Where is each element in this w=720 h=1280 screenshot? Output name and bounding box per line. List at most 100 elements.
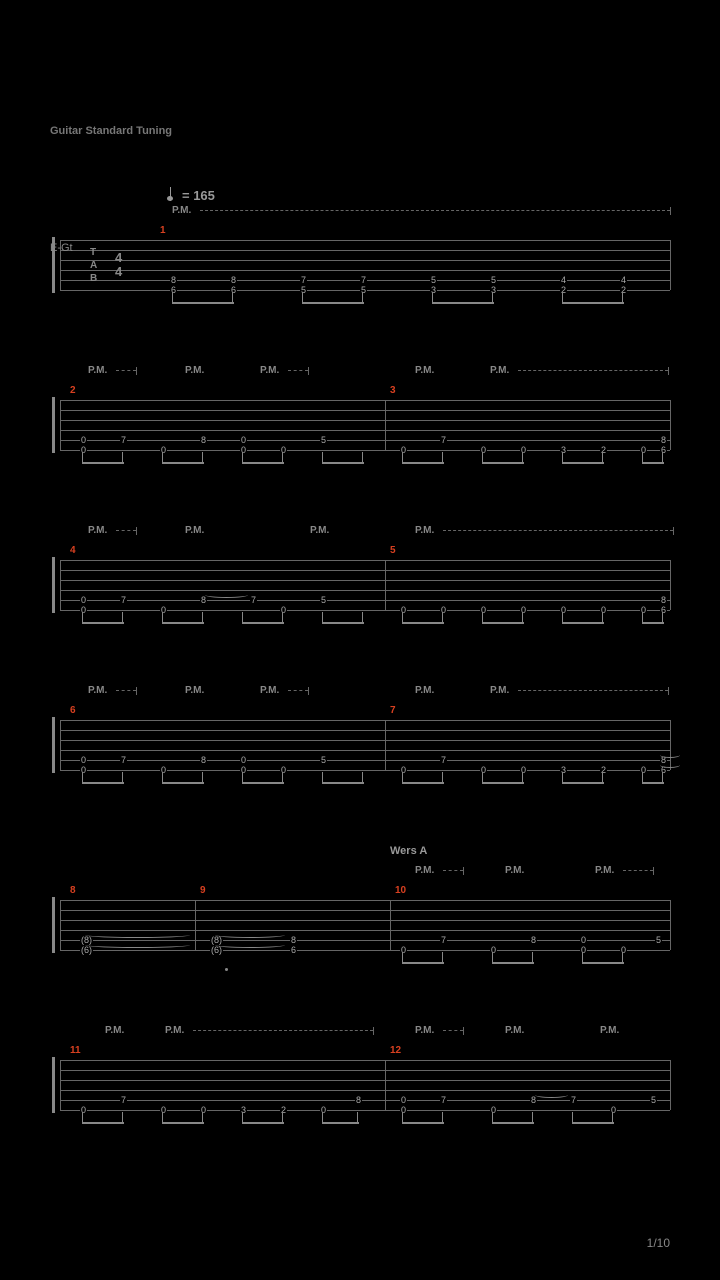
stem	[482, 772, 483, 782]
stem	[492, 292, 493, 302]
palm-mute-dash	[443, 1030, 463, 1031]
beam	[642, 462, 664, 464]
fret-number: 7	[120, 436, 127, 445]
measure-number: 12	[390, 1045, 401, 1056]
stem	[662, 612, 663, 622]
fret-number: 7	[440, 436, 447, 445]
palm-mute-label: P.M.	[88, 525, 107, 536]
beam	[162, 782, 204, 784]
fret-number: 5	[320, 596, 327, 605]
stem	[402, 1112, 403, 1122]
barline	[670, 900, 671, 950]
stem	[602, 772, 603, 782]
stem	[282, 612, 283, 622]
tab-staff	[60, 1060, 670, 1110]
palm-mute-dash	[288, 370, 308, 371]
fret-number: 8	[660, 436, 667, 445]
stem	[562, 612, 563, 622]
palm-mute-dash	[193, 1030, 373, 1031]
beam	[82, 462, 124, 464]
stem	[442, 772, 443, 782]
beam	[432, 302, 494, 304]
stem	[612, 1112, 613, 1122]
measure-number: 8	[70, 885, 76, 896]
fret-number: 7	[120, 1096, 127, 1105]
beam	[322, 1122, 359, 1124]
beam	[562, 302, 624, 304]
stem	[522, 452, 523, 462]
beam	[402, 782, 444, 784]
page-title: Guitar Standard Tuning	[50, 125, 172, 137]
fret-number: 8	[200, 756, 207, 765]
barline	[385, 560, 386, 610]
time-sig-bottom: 4	[115, 266, 122, 278]
stem	[242, 612, 243, 622]
palm-mute-dash	[116, 690, 136, 691]
palm-mute-dash	[288, 690, 308, 691]
stem	[482, 452, 483, 462]
stem	[642, 452, 643, 462]
palm-mute-label: P.M.	[490, 685, 509, 696]
fret-number: 7	[360, 276, 367, 285]
beam	[402, 1122, 444, 1124]
stem	[532, 1112, 533, 1122]
palm-mute-label: P.M.	[415, 525, 434, 536]
stem	[362, 612, 363, 622]
palm-mute-dash	[200, 210, 670, 211]
stem	[522, 612, 523, 622]
stem	[322, 772, 323, 782]
fret-number: 0	[240, 436, 247, 445]
fret-number: 7	[440, 756, 447, 765]
beam	[82, 782, 124, 784]
beam	[642, 782, 664, 784]
stem	[122, 452, 123, 462]
barline	[670, 560, 671, 610]
stem	[122, 772, 123, 782]
fret-number: 0	[240, 756, 247, 765]
stem	[357, 1112, 358, 1122]
fret-number: 8	[200, 436, 207, 445]
tab-staff	[60, 400, 670, 450]
palm-mute-label: P.M.	[415, 865, 434, 876]
palm-mute-dash	[443, 870, 463, 871]
palm-mute-label: P.M.	[185, 685, 204, 696]
tab-letter: B	[90, 274, 97, 284]
fret-number: 8	[230, 276, 237, 285]
fret-number: 5	[430, 276, 437, 285]
fret-number: 8	[290, 936, 297, 945]
stem	[162, 772, 163, 782]
beam	[322, 462, 364, 464]
stem	[282, 452, 283, 462]
beam	[402, 962, 444, 964]
palm-mute-label: P.M.	[415, 365, 434, 376]
palm-mute-dash	[518, 370, 668, 371]
stem	[242, 1112, 243, 1122]
stem	[322, 612, 323, 622]
barline	[670, 400, 671, 450]
palm-mute-label: P.M.	[595, 865, 614, 876]
beam	[162, 462, 204, 464]
stem	[442, 952, 443, 962]
fret-number: 8	[530, 936, 537, 945]
stem	[562, 772, 563, 782]
stem	[662, 772, 663, 782]
stem	[282, 772, 283, 782]
beam	[242, 462, 284, 464]
stem	[522, 772, 523, 782]
palm-mute-label: P.M.	[185, 365, 204, 376]
stem	[82, 772, 83, 782]
stem	[662, 452, 663, 462]
tempo-note-icon	[170, 187, 176, 201]
barline	[385, 400, 386, 450]
stem	[202, 1112, 203, 1122]
beam	[492, 962, 534, 964]
barline	[670, 1060, 671, 1110]
measure-number: 9	[200, 885, 206, 896]
staff-bracket	[52, 897, 55, 953]
beam	[172, 302, 234, 304]
fret-number: 5	[490, 276, 497, 285]
stem	[482, 612, 483, 622]
fret-number: 5	[320, 756, 327, 765]
tie	[85, 942, 190, 948]
stem	[572, 1112, 573, 1122]
